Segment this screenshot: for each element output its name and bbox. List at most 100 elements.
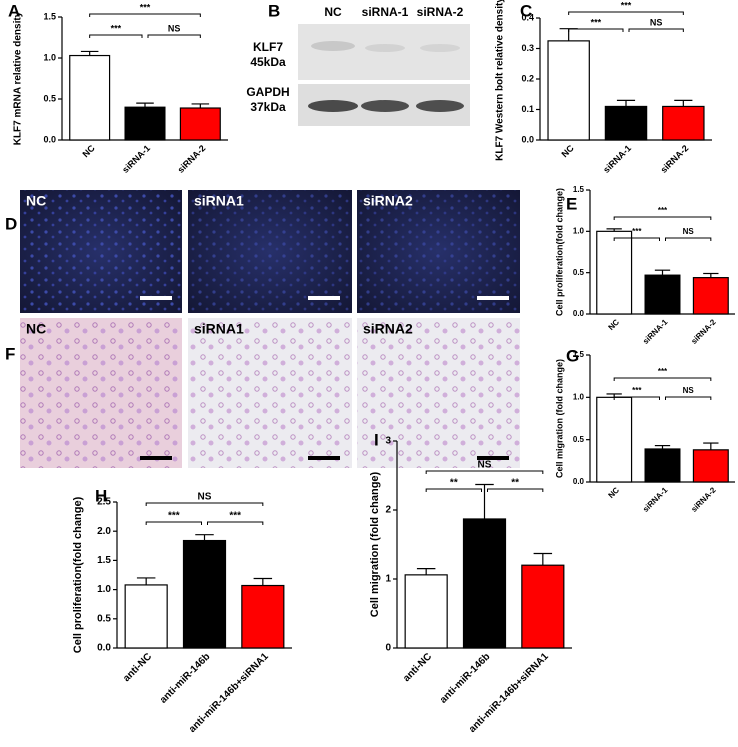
panel-label: G bbox=[566, 346, 579, 365]
micrograph-nuclei bbox=[357, 190, 520, 313]
x-tick-label: anti-miR-146b bbox=[158, 651, 213, 706]
y-tick-label: 1.0 bbox=[573, 392, 585, 401]
bar bbox=[462, 518, 507, 649]
y-tick-label: 0.5 bbox=[573, 268, 585, 277]
y-axis-label: KLF7 mRNA relative density bbox=[13, 11, 24, 145]
x-tick-label: anti-miR-146b bbox=[438, 651, 493, 706]
x-tick-label: anti-NC bbox=[121, 651, 154, 684]
x-tick-label: siRNA-2 bbox=[176, 143, 208, 175]
y-tick-label: 0.3 bbox=[521, 43, 534, 53]
y-tick-label: 1.5 bbox=[573, 185, 585, 194]
significance-bracket bbox=[487, 488, 544, 492]
significance-bracket bbox=[568, 11, 684, 15]
panel-label: B bbox=[268, 1, 280, 20]
significance-bracket bbox=[613, 377, 712, 381]
micrograph-nuclei bbox=[188, 190, 352, 313]
panel-label: C bbox=[520, 1, 532, 20]
panel-label: F bbox=[5, 344, 15, 363]
row-size: 45kDa bbox=[250, 55, 286, 69]
significance-label: *** bbox=[632, 386, 642, 395]
y-tick-label: 0.0 bbox=[573, 477, 585, 486]
significance-bracket bbox=[665, 237, 712, 241]
y-axis-label: Cell migration (fold change) bbox=[369, 471, 381, 617]
significance-bracket bbox=[628, 28, 684, 32]
bar bbox=[596, 230, 633, 315]
y-axis-label: Cell migration (fold change) bbox=[554, 359, 564, 478]
y-axis-label: KLF7 Western bolt relative density bbox=[495, 0, 506, 161]
row-size: 37kDa bbox=[250, 100, 286, 114]
significance-label: NS bbox=[478, 460, 492, 471]
y-tick-label: 0.0 bbox=[97, 643, 111, 654]
y-tick-label: 0.5 bbox=[573, 435, 585, 444]
significance-label: *** bbox=[658, 367, 668, 376]
band bbox=[420, 44, 460, 52]
bar bbox=[521, 564, 565, 649]
bar bbox=[692, 277, 729, 315]
bar bbox=[69, 54, 111, 141]
significance-label: *** bbox=[632, 227, 642, 236]
micrograph-label: siRNA2 bbox=[363, 193, 413, 209]
significance-label: *** bbox=[591, 17, 602, 27]
x-tick-label: siRNA-1 bbox=[120, 143, 152, 175]
significance-label: ** bbox=[450, 478, 458, 489]
y-tick-label: 0.5 bbox=[97, 613, 111, 624]
x-tick-label: siRNA-2 bbox=[689, 317, 718, 346]
significance-label: NS bbox=[683, 227, 695, 236]
significance-label: NS bbox=[650, 17, 663, 27]
bar bbox=[662, 105, 705, 141]
y-tick-label: 1.5 bbox=[97, 555, 111, 566]
blot-klf7 bbox=[298, 24, 470, 80]
x-tick-label: siRNA-1 bbox=[641, 485, 670, 514]
significance-label: *** bbox=[621, 0, 632, 10]
micrograph-cells bbox=[357, 318, 520, 468]
y-tick-label: 1.5 bbox=[43, 11, 56, 21]
significance-bracket bbox=[147, 34, 201, 38]
y-tick-label: 2 bbox=[385, 505, 391, 516]
y-tick-label: 0.0 bbox=[521, 134, 534, 144]
x-tick-label: siRNA-2 bbox=[659, 143, 691, 175]
significance-label: NS bbox=[683, 386, 695, 395]
x-tick-label: NC bbox=[559, 143, 576, 160]
y-tick-label: 0.0 bbox=[43, 134, 56, 144]
significance-bracket bbox=[425, 470, 544, 474]
x-tick-label: anti-NC bbox=[401, 651, 434, 684]
x-tick-label: NC bbox=[80, 143, 97, 160]
bar bbox=[547, 40, 590, 141]
y-tick-label: 1.0 bbox=[43, 52, 56, 62]
bar bbox=[124, 106, 166, 141]
significance-bracket bbox=[425, 488, 482, 492]
bar bbox=[692, 449, 729, 483]
x-tick-label: siRNA-1 bbox=[641, 317, 670, 346]
significance-bracket bbox=[613, 237, 660, 241]
micrograph-label: siRNA2 bbox=[363, 321, 413, 337]
micrograph-cells bbox=[20, 318, 182, 468]
y-tick-label: 1.5 bbox=[573, 350, 585, 359]
lane-label: siRNA-1 bbox=[362, 5, 409, 19]
band bbox=[308, 100, 358, 112]
x-tick-label: NC bbox=[607, 317, 622, 332]
bar bbox=[182, 539, 227, 649]
panel-label: D bbox=[5, 214, 17, 233]
significance-bracket bbox=[665, 396, 712, 400]
y-tick-label: 1.0 bbox=[573, 226, 585, 235]
significance-label: NS bbox=[168, 23, 181, 33]
significance-bracket bbox=[89, 34, 143, 38]
significance-bracket bbox=[207, 521, 264, 525]
y-tick-label: 0.1 bbox=[521, 104, 534, 114]
lane-label: siRNA-2 bbox=[417, 5, 464, 19]
panel-label: E bbox=[566, 194, 577, 213]
lane-label: NC bbox=[324, 5, 342, 19]
y-tick-label: 1 bbox=[385, 574, 391, 585]
micrograph-label: NC bbox=[26, 321, 46, 337]
panel-label: A bbox=[8, 1, 20, 20]
micrograph-nuclei bbox=[20, 190, 182, 313]
y-tick-label: 0.2 bbox=[521, 73, 534, 83]
band bbox=[361, 100, 409, 112]
y-tick-label: 0.4 bbox=[521, 12, 534, 22]
x-tick-label: siRNA-2 bbox=[689, 485, 718, 514]
significance-label: *** bbox=[168, 511, 180, 522]
y-tick-label: 2.0 bbox=[97, 526, 111, 537]
y-tick-label: 2.5 bbox=[97, 497, 111, 508]
significance-bracket bbox=[145, 521, 202, 525]
